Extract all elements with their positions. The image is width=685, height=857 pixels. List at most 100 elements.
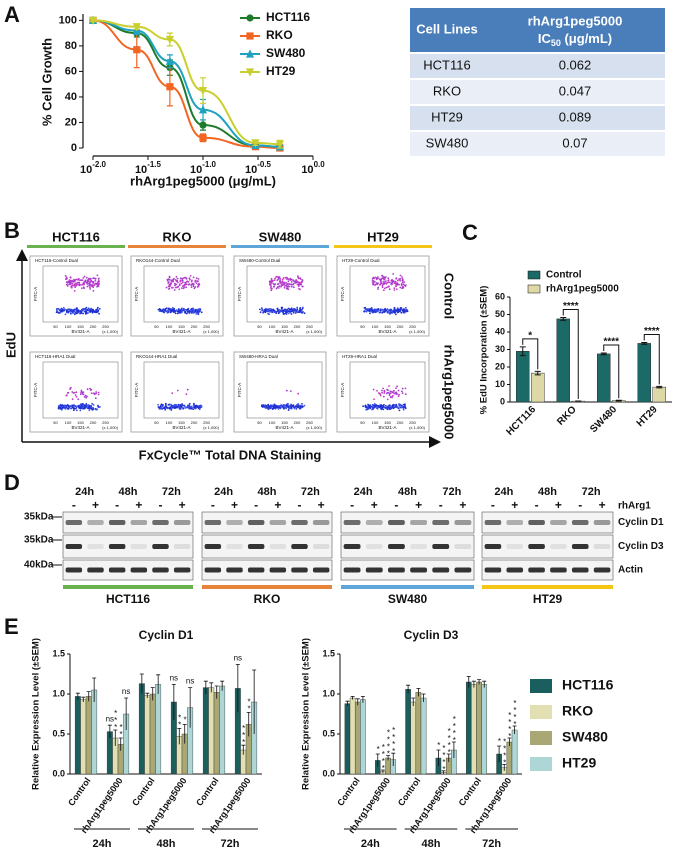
- bar: [405, 689, 411, 775]
- event-dot: [270, 281, 273, 284]
- event-dot: [87, 312, 89, 314]
- event-dot: [195, 282, 198, 284]
- event-dot: [405, 307, 407, 309]
- event-dot: [95, 311, 98, 314]
- event-dot: [383, 282, 386, 285]
- error-bar: [451, 741, 456, 758]
- event-dot: [84, 279, 87, 282]
- error-bar: [171, 684, 176, 720]
- error-bar: [118, 737, 123, 751]
- event-dot: [371, 405, 374, 408]
- event-dot: [173, 406, 176, 409]
- blot-band: [291, 567, 308, 573]
- blot-band: [506, 520, 524, 525]
- event-dot: [274, 404, 277, 407]
- error-bar: [641, 342, 648, 345]
- event-dot: [173, 289, 176, 291]
- event-dot: [185, 283, 188, 286]
- event-dot: [168, 285, 170, 288]
- treatment-sign: +: [92, 498, 99, 512]
- blot-band: [226, 520, 243, 525]
- error-bar: [139, 673, 144, 694]
- blot-band: [226, 544, 243, 549]
- event-dot: [186, 312, 189, 314]
- event-dot: [391, 283, 393, 286]
- blot-band: [410, 520, 428, 525]
- plot-x-tick: 100: [65, 420, 72, 425]
- event-dot: [364, 404, 367, 407]
- event-dot: [283, 404, 285, 407]
- event-dot: [373, 406, 376, 409]
- event-dot: [66, 285, 69, 287]
- event-dot: [67, 404, 70, 407]
- event-dot: [57, 406, 60, 409]
- event-dot: [395, 288, 398, 290]
- plot-x-tick: 100: [166, 420, 173, 425]
- treatment-sign: +: [555, 498, 562, 512]
- plot-x-axis: BV421-A: [378, 329, 396, 334]
- event-dot: [273, 285, 276, 287]
- bar: [213, 692, 220, 775]
- plot-x-unit: (x 1,000): [306, 425, 322, 430]
- event-dot: [162, 407, 165, 409]
- treatment-sign: -: [115, 498, 119, 512]
- event-dot: [282, 309, 284, 312]
- event-dot: [382, 405, 385, 408]
- error-bar: [512, 725, 517, 734]
- event-dot: [69, 310, 72, 313]
- x-tick-label: 10-2.0: [80, 160, 107, 176]
- bar: [208, 687, 215, 775]
- event-dot: [297, 275, 299, 277]
- plot-area: [349, 265, 426, 323]
- event-dot: [157, 308, 160, 311]
- plot-frame: [233, 351, 327, 433]
- event-dot: [97, 393, 100, 396]
- event-dot: [404, 393, 407, 396]
- plot-frame: [336, 255, 430, 337]
- time-label: 48h: [398, 486, 417, 498]
- bar: [652, 386, 666, 403]
- event-dot: [278, 285, 281, 288]
- table-row-bg: [410, 54, 665, 78]
- event-dot: [277, 287, 280, 289]
- blot-strip: [481, 534, 614, 559]
- event-dot: [278, 309, 281, 312]
- significance-label: ns: [106, 714, 114, 723]
- marker: [275, 140, 284, 149]
- plot-area: [349, 361, 426, 419]
- event-dot: [173, 404, 176, 407]
- event-dot: [81, 279, 84, 282]
- plot-x-axis: BV421-A: [275, 329, 293, 334]
- event-dot: [388, 311, 391, 314]
- plot-x-tick: 200: [294, 324, 301, 329]
- event-dot: [85, 276, 88, 279]
- mw-label: 35kDa: [24, 512, 54, 523]
- plot-y-axis: FITC-A: [237, 287, 242, 302]
- event-dot: [295, 279, 297, 282]
- event-dot: [78, 284, 81, 287]
- y-tick-label: 1.0: [52, 688, 65, 698]
- event-dot: [374, 276, 377, 279]
- event-dot: [80, 390, 83, 393]
- event-dot: [64, 407, 67, 410]
- bar: [91, 689, 98, 775]
- blot-row-label: Actin: [618, 565, 643, 576]
- event-dot: [96, 274, 99, 277]
- error-bar: [86, 691, 91, 702]
- event-dot: [93, 283, 96, 286]
- event-dot: [289, 390, 292, 392]
- y-tick-label: 20: [65, 116, 77, 128]
- event-dot: [97, 391, 100, 394]
- error-bar: [203, 680, 208, 694]
- table-header: rhArg1peg5000: [528, 13, 623, 28]
- event-dot: [75, 312, 78, 315]
- plot-x-axis: BV421-A: [172, 329, 190, 334]
- event-dot: [294, 311, 297, 313]
- event-dot: [386, 311, 389, 314]
- event-dot: [365, 309, 368, 311]
- event-dot: [392, 280, 395, 283]
- event-dot: [393, 289, 396, 291]
- event-dot: [80, 311, 82, 314]
- error-bar: [209, 682, 214, 693]
- event-dot: [66, 283, 68, 286]
